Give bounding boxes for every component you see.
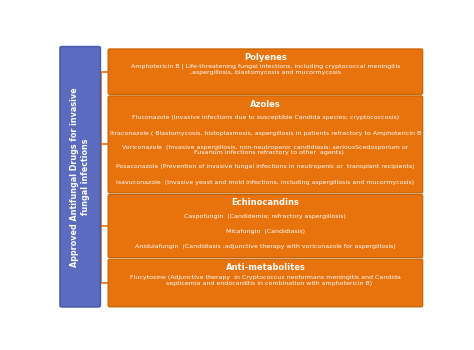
Text: Voriconazole  (Invasive aspergillosis, non-neutropenic candidiasis; seriousScedo: Voriconazole (Invasive aspergillosis, no… [122, 145, 409, 155]
Text: Echinocandins: Echinocandins [231, 198, 300, 208]
Text: Approved Antifungal Drugs for invasive
fungal infections: Approved Antifungal Drugs for invasive f… [71, 87, 90, 267]
Text: Anidulafungin  (Candidiasis ;adjunctive therapy with voriconazole for aspergillo: Anidulafungin (Candidiasis ;adjunctive t… [135, 244, 396, 249]
Text: Posaconazole (Prevention of invasive fungal infections in neutropenic or  transp: Posaconazole (Prevention of invasive fun… [116, 163, 415, 169]
Text: Isavuconazole  (Invasive yeast and mold infections, including aspergillosis and : Isavuconazole (Invasive yeast and mold i… [116, 180, 414, 184]
FancyBboxPatch shape [60, 47, 100, 307]
Text: Flucytosine (Adjunctive therapy  in Cryptococcus neoformans meningitis and Candi: Flucytosine (Adjunctive therapy in Crypt… [130, 275, 401, 286]
FancyBboxPatch shape [108, 259, 423, 307]
Text: Polyenes: Polyenes [244, 53, 287, 62]
Text: Fluconazole (Invasive infections due to susceptible Candida species; cryptococco: Fluconazole (Invasive infections due to … [132, 116, 399, 120]
Text: Azoles: Azoles [250, 100, 281, 109]
Text: Itraconazole ( Blastomycosis, histoplasmosis, aspergillosis in patients refracto: Itraconazole ( Blastomycosis, histoplasm… [110, 132, 421, 136]
Text: Micafungin  (Candidiasis): Micafungin (Candidiasis) [226, 229, 305, 234]
FancyBboxPatch shape [108, 96, 423, 193]
FancyBboxPatch shape [108, 195, 423, 258]
FancyBboxPatch shape [108, 49, 423, 94]
Text: Amphotericin B | Life-threatening fungal infections, including cryptococcal meni: Amphotericin B | Life-threatening fungal… [131, 64, 400, 75]
Text: Caspofungin  (Candidemia; refractory aspergillosis): Caspofungin (Candidemia; refractory aspe… [184, 214, 346, 218]
Text: Anti-metabolites: Anti-metabolites [226, 263, 305, 272]
